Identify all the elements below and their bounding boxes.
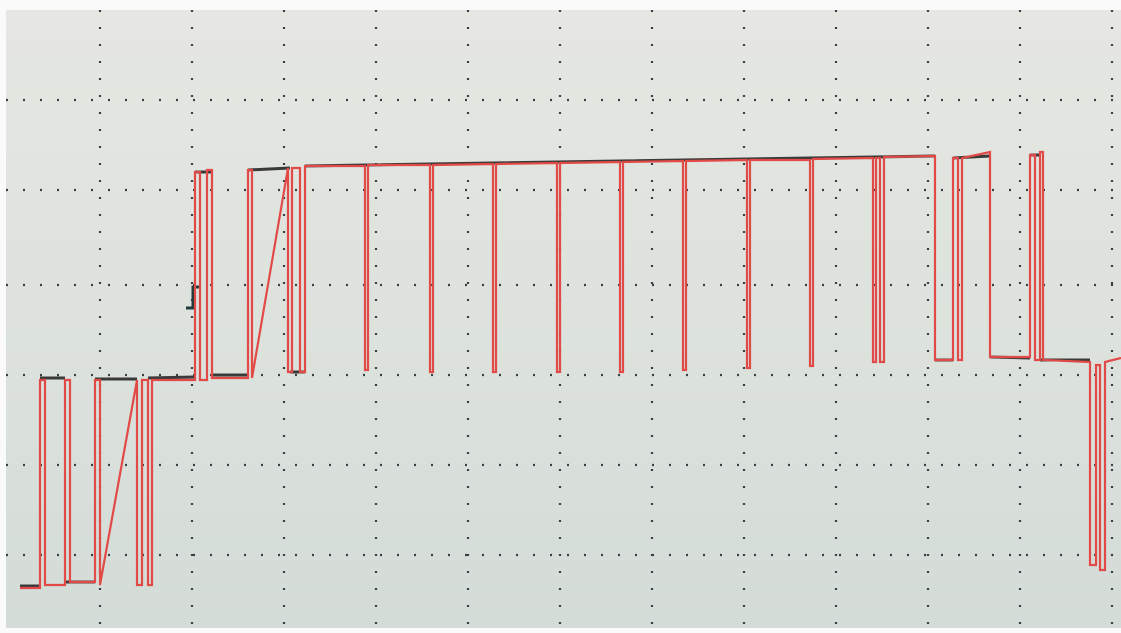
- waveform: [20, 150, 1121, 590]
- graticule: [6, 10, 1121, 628]
- trigger-marker: [186, 285, 200, 310]
